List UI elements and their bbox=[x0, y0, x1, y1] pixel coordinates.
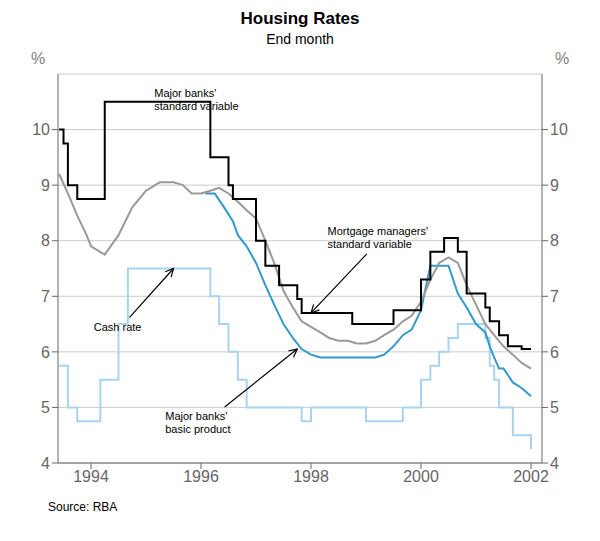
svg-text:8: 8 bbox=[550, 232, 559, 249]
svg-text:6: 6 bbox=[41, 344, 50, 361]
svg-text:5: 5 bbox=[550, 399, 559, 416]
svg-text:Mortgage managers'standard var: Mortgage managers'standard variable bbox=[328, 225, 429, 250]
svg-text:2002: 2002 bbox=[513, 468, 549, 485]
svg-text:6: 6 bbox=[550, 344, 559, 361]
svg-text:5: 5 bbox=[41, 399, 50, 416]
html-text:Source: RBA: Source: RBA bbox=[48, 500, 118, 514]
svg-text:%: % bbox=[31, 50, 45, 67]
svg-text:10: 10 bbox=[550, 121, 568, 138]
html-text:Housing Rates: Housing Rates bbox=[240, 9, 360, 28]
svg-text:1996: 1996 bbox=[183, 468, 219, 485]
svg-text:Major banks'standard variable: Major banks'standard variable bbox=[154, 87, 238, 112]
svg-text:Major banks'basic product: Major banks'basic product bbox=[165, 410, 230, 435]
svg-text:9: 9 bbox=[41, 177, 50, 194]
svg-text:1994: 1994 bbox=[73, 468, 109, 485]
svg-text:8: 8 bbox=[41, 232, 50, 249]
svg-text:4: 4 bbox=[550, 455, 559, 472]
svg-text:4: 4 bbox=[41, 455, 50, 472]
svg-text:10: 10 bbox=[32, 121, 50, 138]
svg-text:9: 9 bbox=[550, 177, 559, 194]
svg-text:2000: 2000 bbox=[403, 468, 439, 485]
svg-text:7: 7 bbox=[550, 288, 559, 305]
svg-text:1998: 1998 bbox=[293, 468, 329, 485]
svg-text:7: 7 bbox=[41, 288, 50, 305]
svg-text:Cash rate: Cash rate bbox=[94, 321, 142, 333]
html-text:End month: End month bbox=[266, 31, 334, 47]
svg-text:%: % bbox=[555, 50, 569, 67]
